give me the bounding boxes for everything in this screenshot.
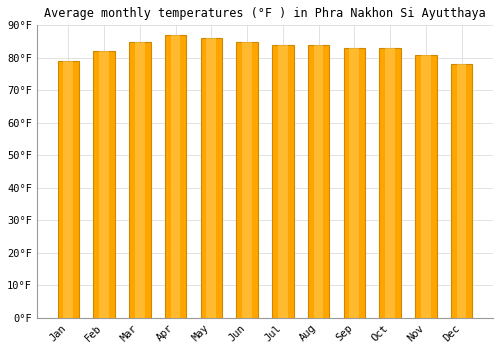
Title: Average monthly temperatures (°F ) in Phra Nakhon Si Ayutthaya: Average monthly temperatures (°F ) in Ph…	[44, 7, 486, 20]
Bar	[380, 48, 401, 318]
Bar	[278, 45, 287, 318]
Bar	[350, 48, 359, 318]
Bar	[58, 61, 79, 318]
Bar	[236, 42, 258, 318]
Bar	[242, 42, 252, 318]
Bar	[272, 45, 293, 318]
Bar	[64, 61, 73, 318]
Bar	[165, 35, 186, 318]
Bar	[308, 45, 330, 318]
Bar	[170, 35, 180, 318]
Bar	[457, 64, 466, 318]
Bar	[99, 51, 109, 318]
Bar	[421, 55, 430, 318]
Bar	[206, 38, 216, 318]
Bar	[200, 38, 222, 318]
Bar	[386, 48, 395, 318]
Bar	[129, 42, 150, 318]
Bar	[451, 64, 472, 318]
Bar	[94, 51, 115, 318]
Bar	[415, 55, 436, 318]
Bar	[135, 42, 144, 318]
Bar	[344, 48, 365, 318]
Bar	[314, 45, 324, 318]
